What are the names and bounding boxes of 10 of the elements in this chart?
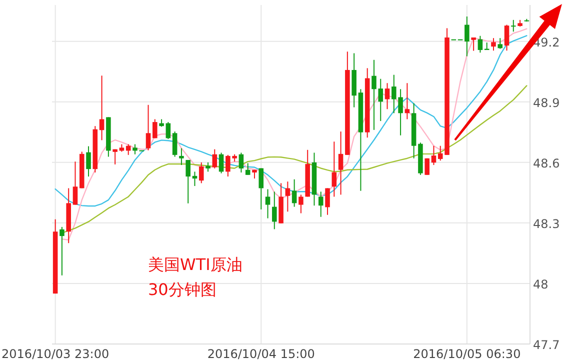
x-tick-label: 2016/10/03 23:00 — [2, 347, 110, 361]
y-tick-label: 48.3 — [533, 216, 560, 231]
y-tick-label: 47.7 — [533, 338, 560, 352]
x-tick-label: 2016/10/04 15:00 — [207, 347, 315, 361]
y-tick-label: 48.9 — [533, 96, 560, 110]
annotation: 30分钟图 — [148, 280, 216, 299]
x-tick-label: 2016/10/05 06:30 — [413, 347, 521, 361]
y-tick-label: 48 — [533, 277, 548, 292]
annotation: 美国WTI原油 — [148, 255, 242, 274]
y-tick-label: 48.6 — [533, 156, 560, 170]
